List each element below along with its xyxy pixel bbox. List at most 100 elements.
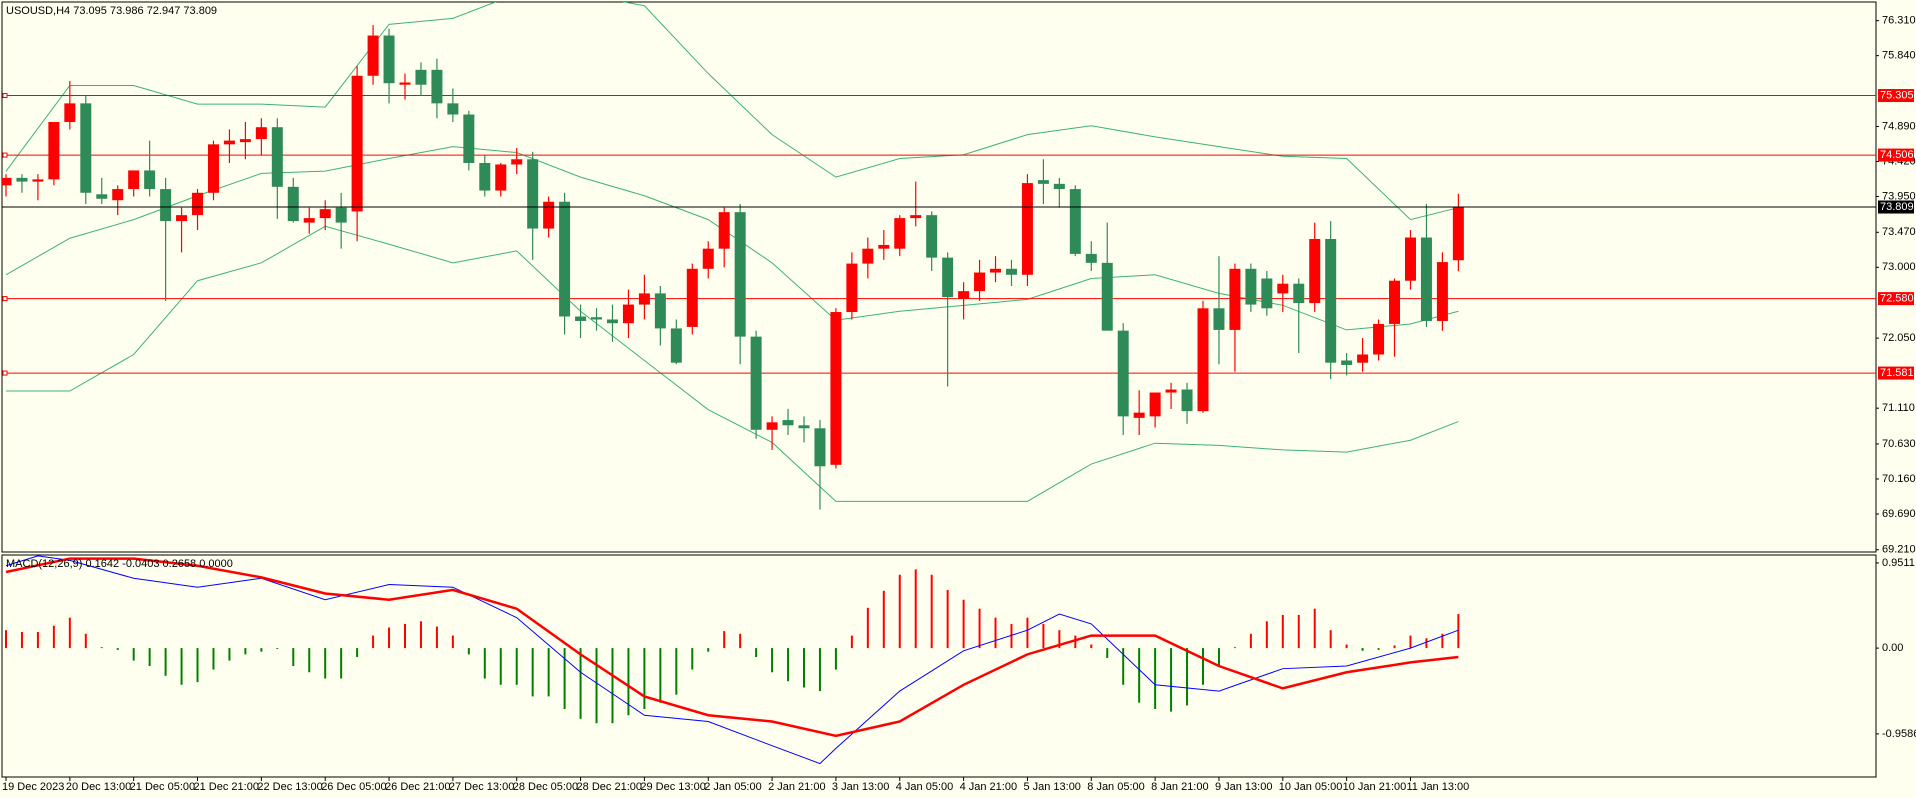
y-tick-label: 71.110	[1882, 402, 1915, 414]
candle-body	[910, 215, 922, 219]
candle-body	[399, 82, 411, 85]
candle-body	[335, 207, 347, 223]
candle-body	[990, 268, 1002, 273]
candle-body	[654, 293, 666, 329]
y-tick-label: 69.210	[1882, 544, 1916, 556]
low: 72.947	[147, 5, 181, 17]
candle-body	[16, 177, 28, 182]
candle-body	[606, 319, 618, 324]
main-panel	[1, 1, 1877, 553]
x-tick-label: 8 Jan 21:00	[1151, 781, 1209, 793]
level-label: 74.506	[1880, 149, 1914, 161]
close: 73.809	[183, 5, 217, 17]
candle-body	[958, 291, 970, 299]
y-tick-label: 0.00	[1882, 642, 1903, 654]
candle-body	[367, 35, 379, 76]
x-tick-label: 4 Jan 21:00	[960, 781, 1018, 793]
x-tick-label: 27 Dec 13:00	[449, 781, 514, 793]
x-tick-label: 26 Dec 21:00	[385, 781, 450, 793]
candle-body	[1436, 262, 1448, 321]
candle-body	[1341, 360, 1353, 365]
candle-body	[383, 35, 395, 84]
candle-body	[144, 170, 156, 190]
high: 73.986	[110, 5, 144, 17]
candle-body	[559, 201, 571, 317]
y-tick-label: 70.630	[1882, 438, 1916, 450]
candle-body	[511, 159, 523, 165]
candle-body	[64, 103, 76, 122]
candle-body	[878, 244, 890, 249]
x-tick-label: 19 Dec 2023	[2, 781, 64, 793]
candle-body	[814, 428, 826, 467]
candle-body	[1053, 183, 1065, 190]
x-tick-label: 20 Dec 13:00	[66, 781, 131, 793]
y-tick-label: 73.950	[1882, 190, 1916, 202]
candle-body	[255, 127, 267, 140]
candle-body	[686, 268, 698, 327]
candle-body	[734, 212, 746, 337]
candle-body	[415, 69, 427, 85]
candle-body	[942, 257, 954, 298]
x-tick-label: 11 Jan 13:00	[1406, 781, 1469, 793]
candle-body	[974, 272, 986, 292]
candle-body	[1021, 183, 1033, 275]
candle-body	[527, 159, 539, 229]
level-label: 72.580	[1880, 293, 1914, 305]
candle-body	[1149, 392, 1161, 417]
last-price-label: 73.809	[1880, 201, 1914, 213]
level-label: 75.305	[1880, 89, 1914, 101]
level-marker	[2, 93, 8, 99]
x-tick-label: 28 Dec 21:00	[577, 781, 642, 793]
candle-body	[431, 69, 443, 104]
level-marker	[2, 152, 8, 158]
main-plot	[2, 2, 1876, 510]
y-tick-label: 69.690	[1882, 508, 1916, 520]
macd-line	[5, 555, 1459, 765]
candle-body	[1181, 389, 1193, 412]
candle-body	[96, 194, 108, 199]
candle-body	[543, 201, 555, 229]
candle-body	[303, 218, 315, 223]
candle-body	[1005, 268, 1017, 275]
level-marker	[2, 370, 8, 376]
y-tick-label: -0.9586	[1882, 728, 1916, 740]
candle-body	[1117, 330, 1129, 417]
candle-body	[176, 215, 188, 222]
candle-body	[319, 209, 331, 219]
candle-body	[223, 140, 235, 145]
y-tick-label: 74.890	[1882, 120, 1916, 132]
x-tick-label: 10 Jan 21:00	[1343, 781, 1407, 793]
candle-body	[239, 139, 251, 143]
candle-body	[1101, 262, 1113, 331]
candle-body	[1452, 207, 1464, 261]
candle-body	[1085, 253, 1097, 263]
x-tick-label: 2 Jan 21:00	[768, 781, 826, 793]
x-tick-label: 10 Jan 05:00	[1279, 781, 1343, 793]
open: 73.095	[73, 5, 107, 17]
candle-body	[1133, 412, 1145, 418]
candle-body	[1197, 308, 1209, 412]
x-tick-label: 2 Jan 05:00	[704, 781, 762, 793]
candle-body	[1389, 280, 1401, 324]
candle-body	[1069, 189, 1081, 254]
candle-body	[575, 316, 587, 321]
candle-body	[80, 103, 92, 193]
y-tick-label: 72.050	[1882, 332, 1916, 344]
symbol: USOUSD,H4	[6, 5, 70, 17]
level-label: 71.581	[1880, 367, 1914, 379]
x-tick-label: 3 Jan 13:00	[832, 781, 890, 793]
level-label-box	[1878, 366, 1914, 380]
candle-body	[128, 170, 140, 190]
candle-body	[1037, 180, 1049, 184]
candle-body	[830, 312, 842, 465]
candle-body	[766, 422, 778, 430]
x-tick-label: 22 Dec 13:00	[257, 781, 322, 793]
candle-body	[1404, 237, 1416, 281]
candle-body	[160, 189, 172, 222]
x-tick-label: 4 Jan 05:00	[896, 781, 954, 793]
candle-body	[1165, 389, 1177, 393]
x-tick-label: 29 Dec 13:00	[640, 781, 705, 793]
